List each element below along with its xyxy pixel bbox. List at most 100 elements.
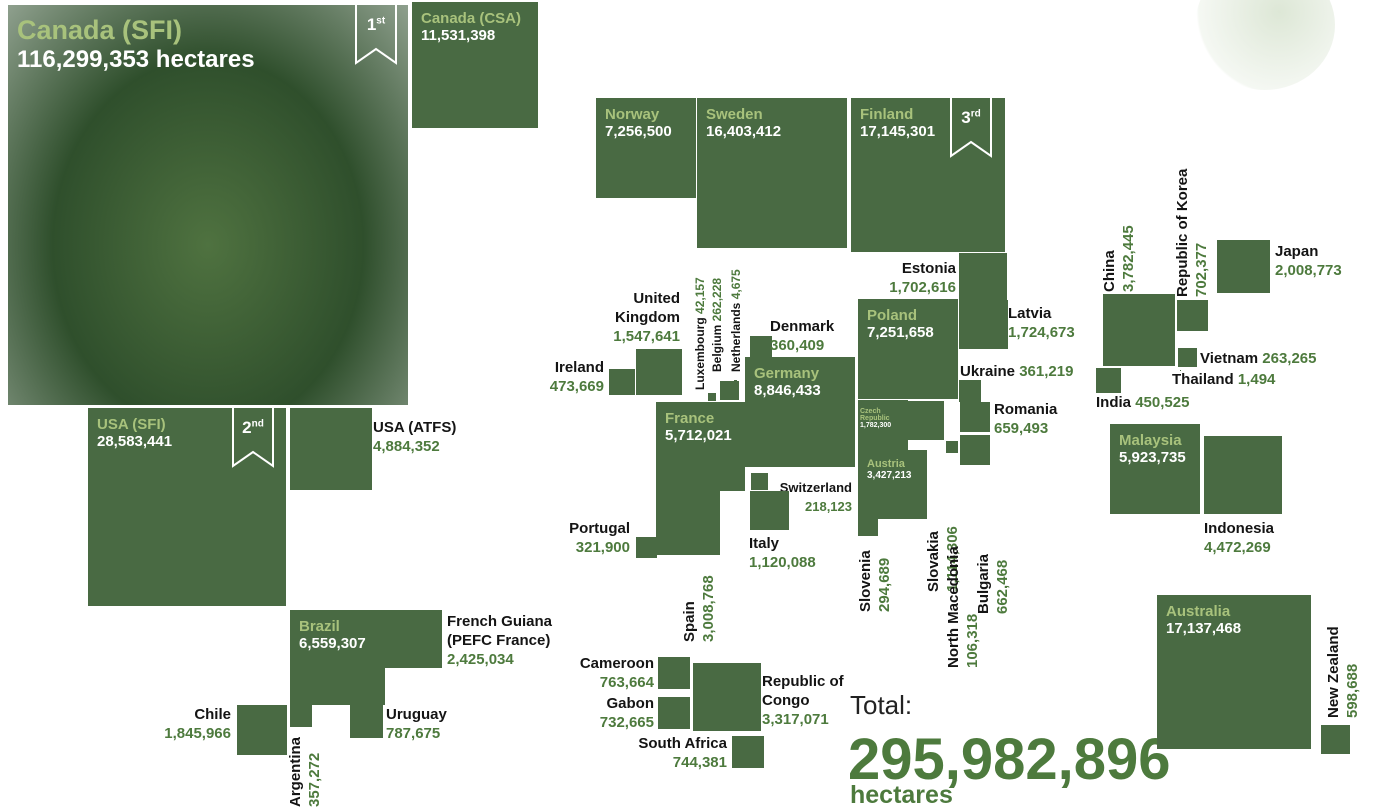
country-square <box>858 400 908 450</box>
country-name: Uruguay <box>386 706 447 723</box>
country-label: Czech Republic 1,782,300 <box>860 408 896 429</box>
country-square <box>1180 370 1182 372</box>
country-name: Brazil <box>299 618 340 635</box>
country-label: Ireland 473,669 <box>550 358 604 396</box>
country-value: 6,559,307 <box>299 635 366 652</box>
country-name: North Macedonia <box>945 546 962 668</box>
country-label: Cameroon 763,664 <box>580 654 654 692</box>
country-label: Canada (CSA) 11,531,398 <box>421 10 533 44</box>
country-label: India 450,525 <box>1096 393 1189 412</box>
country-square <box>658 657 691 690</box>
country-square <box>720 381 739 400</box>
country-value: 3,427,213 <box>867 470 912 481</box>
country-name: Gabon <box>606 695 655 712</box>
rank-badge: 3rd <box>950 98 992 158</box>
country-name: United Kingdom <box>615 290 680 326</box>
country-value: 16,403,412 <box>706 123 782 140</box>
country-square <box>1110 424 1201 515</box>
country-label: Norway 7,256,500 <box>605 106 691 140</box>
country-square <box>732 736 764 768</box>
country-label: Canada (SFI) 116,299,353 hectares <box>17 15 403 74</box>
country-value: 4,884,352 <box>373 438 440 455</box>
country-name: Malaysia <box>1119 432 1182 449</box>
country-name: Chile <box>194 706 231 723</box>
country-name: South Africa <box>638 735 727 752</box>
country-label: USA (SFI) 28,583,441 <box>97 416 281 450</box>
country-value: 321,900 <box>575 539 630 556</box>
country-square <box>636 537 658 559</box>
country-label: French Guiana (PEFC France) 2,425,034 <box>447 612 597 669</box>
country-name: Slovakia <box>925 531 942 592</box>
country-square <box>1157 595 1311 749</box>
country-label: Australia 17,137,468 <box>1166 603 1306 637</box>
country-value: 659,493 <box>994 420 1049 437</box>
country-name: Luxembourg <box>693 317 707 390</box>
rank-badge: 2nd <box>232 408 274 468</box>
country-value: 1,724,673 <box>1008 324 1075 341</box>
country-label: Netherlands 4,675 <box>729 269 743 372</box>
country-square <box>658 697 690 729</box>
country-name: China <box>1101 250 1118 292</box>
country-name: Latvia <box>1008 305 1052 322</box>
country-square <box>959 300 1008 349</box>
country-name: Estonia <box>901 260 956 277</box>
country-value: 732,665 <box>599 714 654 731</box>
country-label: Argentina 357,272 <box>286 737 324 807</box>
country-label: Latvia 1,724,673 <box>1008 304 1075 342</box>
country-name: New Zealand <box>1325 626 1342 718</box>
country-value: 4,472,269 <box>1204 539 1271 556</box>
country-value: 262,228 <box>710 277 724 322</box>
country-label: USA (ATFS) 4,884,352 <box>373 418 456 456</box>
country-name: Czech Republic <box>860 408 890 422</box>
country-value: 11,531,398 <box>421 27 496 44</box>
country-square <box>751 473 769 491</box>
country-name: Netherlands <box>729 302 743 372</box>
country-name: Norway <box>605 106 660 123</box>
country-name: Austria <box>867 458 905 470</box>
country-square <box>1204 436 1283 515</box>
country-square <box>290 705 313 728</box>
country-name: Ireland <box>554 359 604 376</box>
country-square <box>905 401 945 441</box>
country-square <box>960 402 991 433</box>
country-name: Portugal <box>569 520 630 537</box>
country-value: 294,689 <box>876 557 893 612</box>
country-name: Ukraine <box>960 363 1016 380</box>
country-name: Cameroon <box>579 655 654 672</box>
country-value: 2,425,034 <box>447 651 514 668</box>
country-square <box>858 299 958 399</box>
country-name: Indonesia <box>1204 520 1275 537</box>
rank-text: 3rd <box>961 108 981 127</box>
country-value: 450,525 <box>1135 394 1190 411</box>
country-value: 702,377 <box>1193 242 1210 297</box>
country-square <box>1103 294 1176 367</box>
country-value: 1,845,966 <box>164 725 231 742</box>
country-square <box>697 98 848 249</box>
country-label: Vietnam 263,265 <box>1200 349 1317 368</box>
country-square <box>1321 725 1350 754</box>
country-square <box>959 253 1008 302</box>
country-value: 357,272 <box>306 752 323 807</box>
rank-text: 1st <box>366 15 386 34</box>
country-label: Republic of Korea 702,377 <box>1173 169 1211 297</box>
country-value: 763,664 <box>599 674 654 691</box>
country-name: Canada (SFI) <box>17 15 183 45</box>
country-label: Malaysia 5,923,735 <box>1119 432 1195 466</box>
country-name: Germany <box>754 365 820 382</box>
country-square <box>708 393 716 401</box>
country-value: 787,675 <box>386 725 441 742</box>
country-square <box>959 380 982 403</box>
country-name: Poland <box>867 307 918 324</box>
country-name: Finland <box>860 106 914 123</box>
country-square <box>1178 348 1198 368</box>
country-value: 3,782,445 <box>1120 225 1137 292</box>
country-value: 598,688 <box>1344 663 1361 718</box>
country-label: Brazil 6,559,307 <box>299 618 380 652</box>
country-label: Thailand 1,494 <box>1172 370 1275 389</box>
country-name: USA (ATFS) <box>373 419 457 436</box>
country-square <box>656 491 721 556</box>
country-label: France 5,712,021 <box>665 410 740 444</box>
country-square <box>88 408 287 607</box>
country-value: 28,583,441 <box>97 433 173 450</box>
